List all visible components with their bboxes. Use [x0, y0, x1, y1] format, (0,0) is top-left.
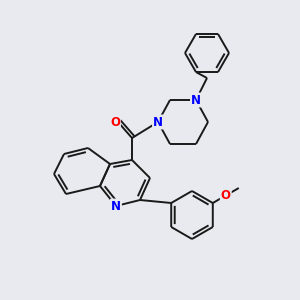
Text: O: O	[110, 116, 120, 128]
Text: N: N	[191, 94, 201, 106]
Text: O: O	[221, 189, 231, 202]
Text: N: N	[153, 116, 163, 128]
Text: N: N	[111, 200, 121, 212]
